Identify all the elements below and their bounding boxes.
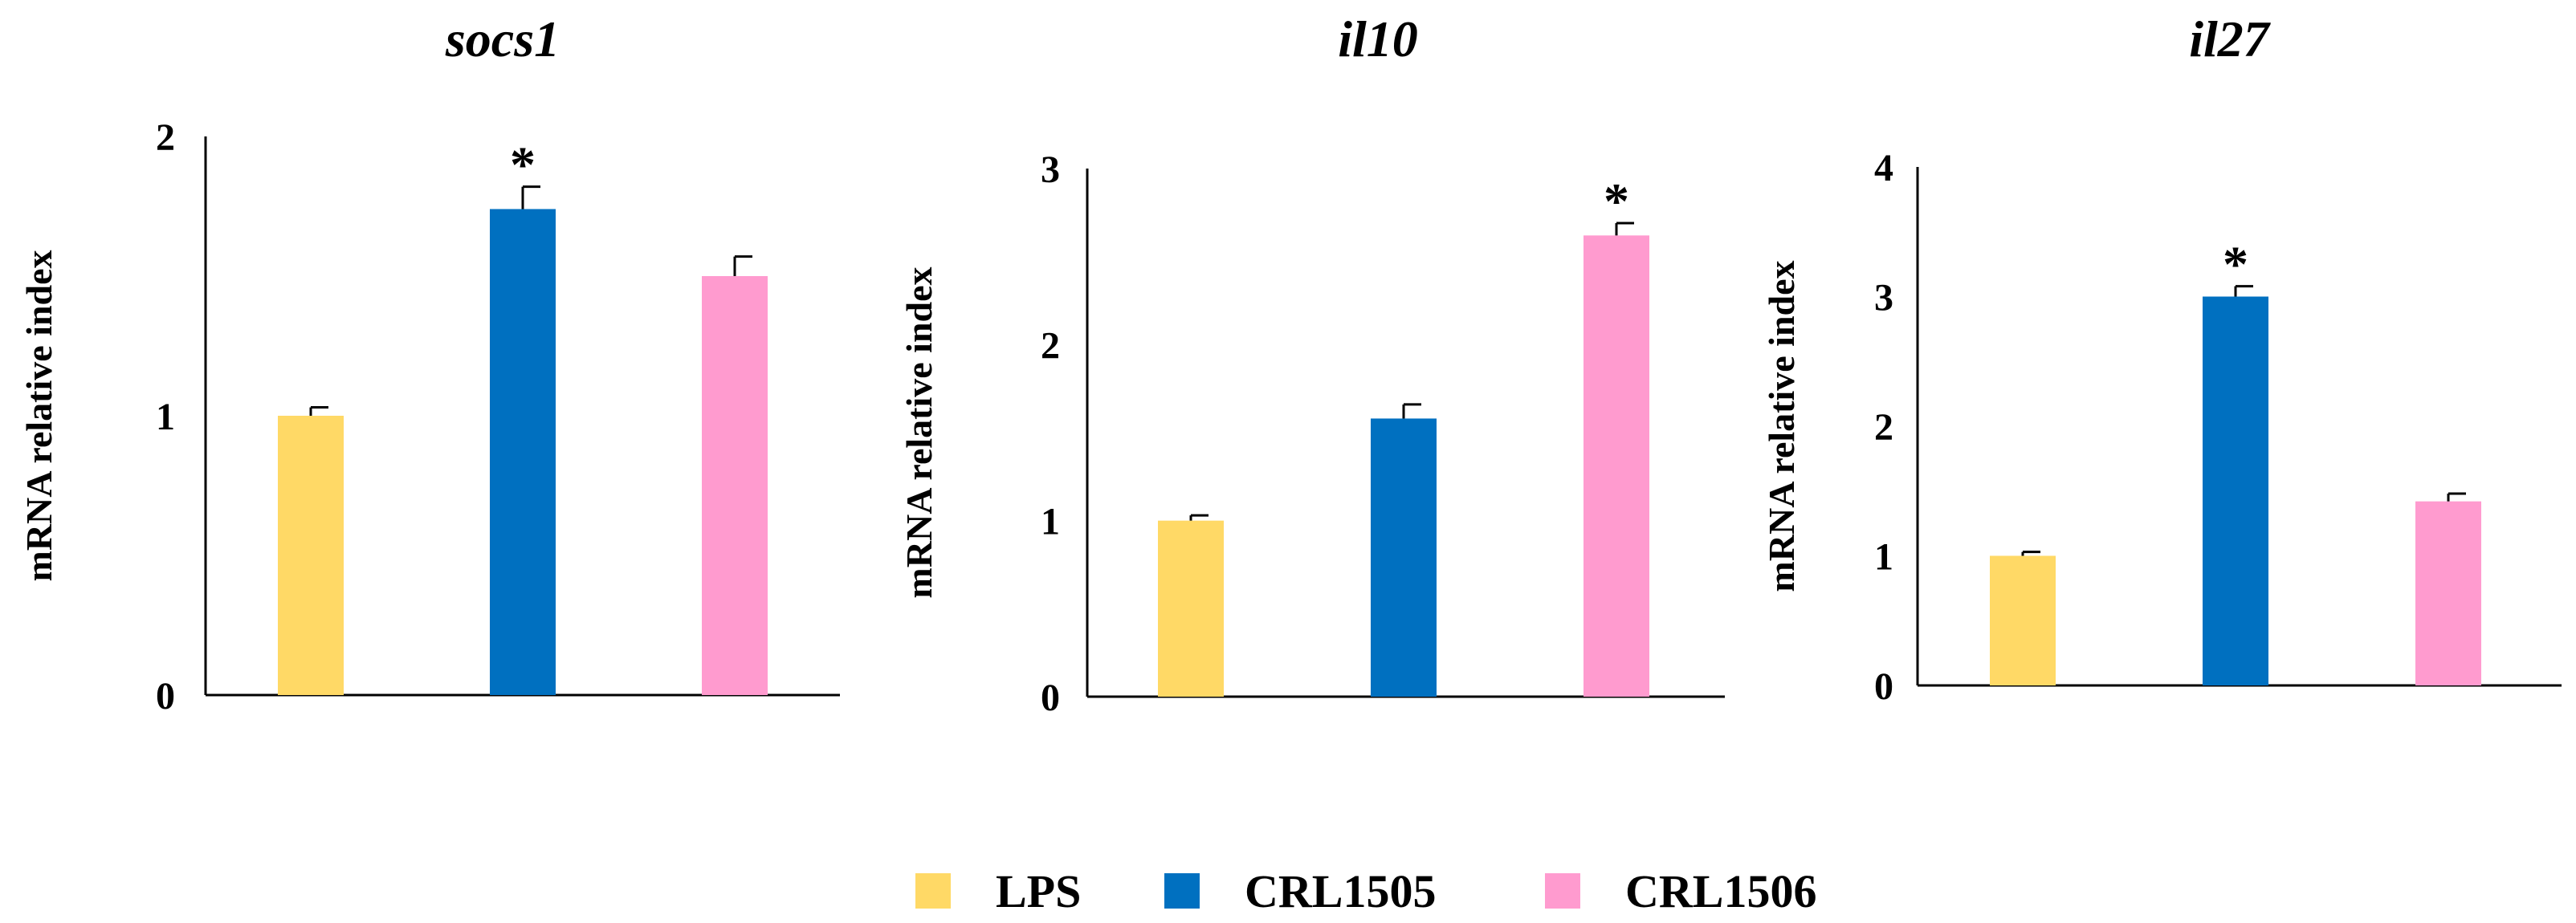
- y-tick-label: 2: [1874, 406, 1893, 449]
- bar-crl1505: [1371, 418, 1437, 697]
- y-tick-label: 4: [1874, 147, 1893, 189]
- chart-title: socs1: [445, 10, 560, 67]
- chart-panel-il27: il27 mRNA relative index 0 1 2 3 4 *: [1761, 10, 2562, 708]
- y-axis-label: mRNA relative index: [1761, 260, 1802, 592]
- y-tick-label: 0: [156, 675, 175, 718]
- y-axis-label: mRNA relative index: [18, 250, 59, 581]
- y-tick-label: 0: [1874, 665, 1893, 708]
- chart-panel-socs1: socs1 mRNA relative index 0 1 2 *: [18, 10, 840, 718]
- legend: LPS CRL1505 CRL1506: [0, 859, 2576, 923]
- y-tick-label: 1: [1874, 536, 1893, 579]
- chart-title: il27: [2189, 10, 2272, 67]
- legend-swatch-crl1505: [1164, 873, 1200, 909]
- y-tick-label: 2: [156, 116, 175, 159]
- legend-label-lps: LPS: [996, 864, 1082, 917]
- bar-lps: [278, 416, 344, 695]
- y-tick-label: 3: [1874, 277, 1893, 319]
- significance-star: *: [1604, 173, 1629, 230]
- y-tick-label: 2: [1041, 324, 1060, 367]
- bar-crl1506: [702, 276, 768, 695]
- legend-item-crl1506: CRL1506: [1545, 859, 1816, 923]
- y-tick-label: 3: [1041, 148, 1060, 191]
- chart-panel-il10: il10 mRNA relative index 0 1 2 3 *: [899, 10, 1725, 719]
- bar-crl1506: [1584, 235, 1649, 697]
- y-axis-label: mRNA relative index: [899, 266, 940, 598]
- legend-label-crl1505: CRL1505: [1245, 864, 1437, 917]
- significance-star: *: [510, 136, 536, 193]
- legend-swatch-crl1506: [1545, 873, 1580, 909]
- bar-lps: [1158, 520, 1224, 697]
- y-tick-label: 0: [1041, 677, 1060, 719]
- bar-crl1505: [2203, 296, 2268, 685]
- y-tick-label: 1: [156, 396, 175, 438]
- legend-item-lps: LPS: [915, 859, 1081, 923]
- chart-title: il10: [1338, 10, 1418, 67]
- bar-crl1506: [2415, 501, 2481, 685]
- bar-lps: [1990, 555, 2056, 685]
- bar-crl1505: [490, 209, 556, 696]
- significance-star: *: [2223, 236, 2248, 293]
- y-tick-label: 1: [1041, 501, 1060, 543]
- legend-label-crl1506: CRL1506: [1625, 864, 1817, 917]
- legend-item-crl1505: CRL1505: [1164, 859, 1436, 923]
- legend-swatch-lps: [915, 873, 951, 909]
